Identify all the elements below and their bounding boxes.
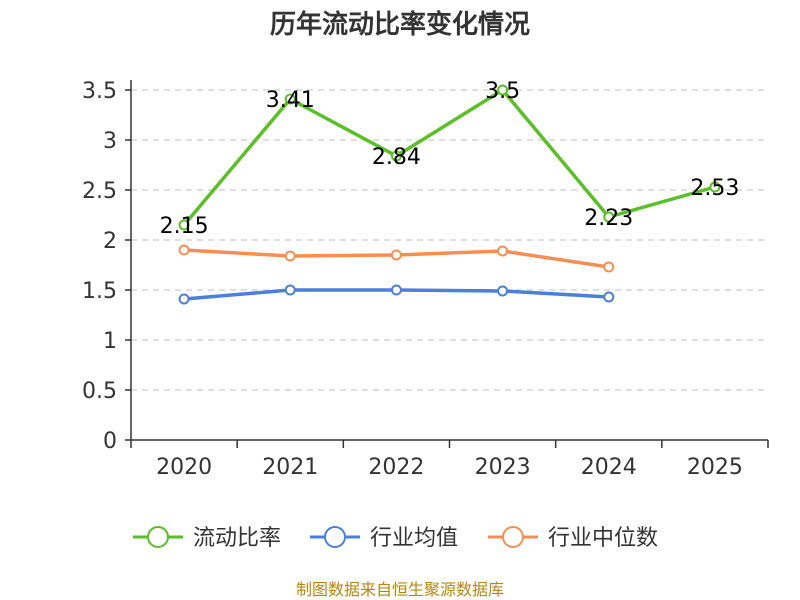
x-tick-label: 2024: [581, 455, 637, 480]
data-label: 3.5: [485, 79, 520, 104]
y-tick-label: 2.5: [82, 179, 117, 204]
data-point: [390, 150, 402, 162]
data-label: 2.15: [160, 214, 209, 239]
legend-label: 流动比率: [193, 526, 281, 551]
legend-marker: [147, 526, 169, 548]
y-tick-label: 3: [103, 129, 117, 154]
legend-label: 行业中位数: [548, 526, 658, 551]
data-point: [497, 84, 509, 96]
x-tick-label: 2025: [687, 455, 743, 480]
data-labels: 2.15 3.41 2.84 3.5 2.23 2.53: [160, 79, 740, 239]
y-tick-label: 2: [103, 229, 117, 254]
x-tick-label: 2020: [156, 455, 212, 480]
series-line: [182, 88, 716, 227]
legend-item[interactable]: 流动比率: [133, 526, 281, 551]
series-2: [178, 244, 615, 273]
data-point: [284, 284, 296, 296]
legend-item[interactable]: 行业中位数: [488, 526, 658, 551]
series-0: [178, 84, 721, 231]
data-point: [603, 261, 615, 273]
data-point: [284, 250, 296, 262]
data-label: 3.41: [266, 88, 315, 113]
source-note: 制图数据来自恒生聚源数据库: [296, 580, 504, 599]
y-tick-label: 0.5: [82, 379, 117, 404]
chart-title: 历年流动比率变化情况: [270, 9, 530, 40]
x-tick-label: 2022: [368, 455, 424, 480]
data-point: [178, 293, 190, 305]
legend-marker: [502, 526, 524, 548]
data-point: [390, 249, 402, 261]
data-label: 2.23: [584, 206, 633, 231]
legend-item[interactable]: 行业均值: [310, 526, 458, 551]
data-point: [497, 245, 509, 257]
data-label: 2.84: [372, 145, 421, 170]
x-tick-label: 2021: [262, 455, 318, 480]
y-tick-label: 0: [103, 429, 117, 454]
x-tick-label: 2023: [475, 455, 531, 480]
legend-marker: [324, 526, 346, 548]
data-point: [603, 211, 615, 223]
series-group: [178, 84, 721, 305]
legend-label: 行业均值: [370, 526, 458, 551]
y-tick-label: 3.5: [82, 79, 117, 104]
data-point: [497, 285, 509, 297]
data-point: [284, 93, 296, 105]
y-tick-label: 1.5: [82, 279, 117, 304]
y-tick-label: 1: [103, 329, 117, 354]
grid-lines: [131, 89, 768, 391]
legend: 流动比率 行业均值 行业中位数: [133, 526, 658, 551]
data-point: [178, 219, 190, 231]
data-point: [390, 284, 402, 296]
series-1: [178, 284, 615, 305]
data-label: 2.53: [690, 176, 739, 201]
data-point: [709, 181, 721, 193]
data-point: [178, 244, 190, 256]
data-point: [603, 291, 615, 303]
